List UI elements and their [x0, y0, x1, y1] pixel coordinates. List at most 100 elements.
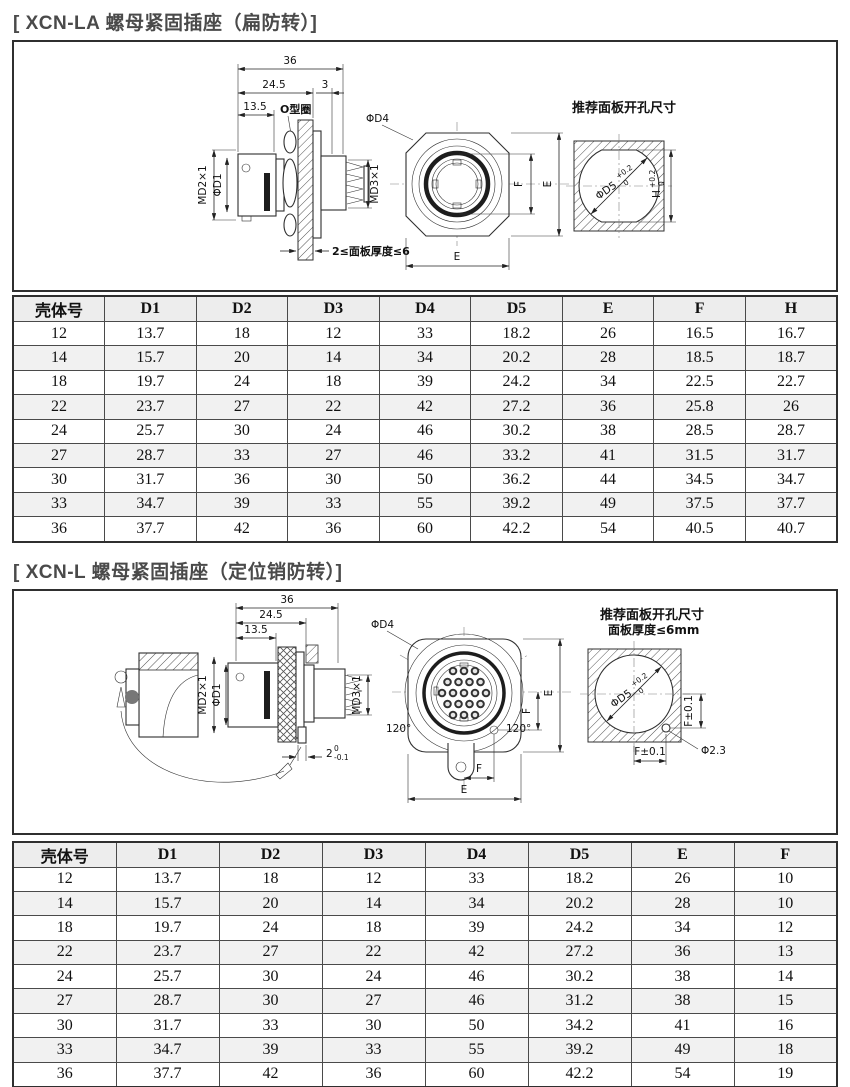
dia-d4-label: ΦD4: [366, 113, 389, 125]
table-cell: 36: [195, 467, 289, 493]
side-view-drawing: 36 24.5 3 13.5 O型圈: [197, 55, 410, 261]
panel-thickness-note: 2≤面板厚度≤6: [332, 244, 410, 258]
table-cell: 30: [287, 467, 380, 493]
section2-dimension-table: 壳体号 D1 D2 D3 D4 D5 E F 12 13.7 18 12 33 18.2 2…: [12, 840, 838, 1087]
section1-dimension-table: 壳体号 D1 D2 D3 D4 D5 E F H 12 13.7 18 12 33 18.…: [12, 295, 838, 543]
cutout-hole-label: Φ2.3: [701, 745, 726, 757]
table-cell: 38: [561, 418, 655, 444]
table-row: 30 31.7 36 30 50 36.2 44 34.5 34.7: [12, 467, 838, 493]
column-header: H: [744, 295, 838, 322]
column-header: D2: [218, 841, 323, 868]
table-cell: 24: [287, 418, 380, 444]
thread-md2-label: MD2×1: [197, 165, 209, 204]
front-view-drawing: ΦD4 120° 120° F E F: [371, 619, 574, 803]
table-row: 22 23.7 27 22 42 27.2 36 13: [12, 939, 838, 966]
table-cell: 22: [287, 394, 380, 420]
table-cell: 24.2: [527, 915, 632, 941]
table-cell: 40.5: [653, 516, 746, 543]
table-cell: 41: [630, 1012, 735, 1039]
table-cell: 23.7: [104, 394, 197, 420]
table-cell: 39: [195, 491, 289, 518]
table-cell: 18.5: [653, 345, 746, 371]
table-row: 33 34.7 39 33 55 39.2 49 37.5 37.7: [12, 491, 838, 518]
table-cell: 42: [424, 939, 529, 966]
table-cell: 30.2: [470, 418, 563, 444]
table-cell: 37.7: [115, 1061, 220, 1087]
table-cell: 31.7: [744, 442, 838, 469]
table-cell: 19.7: [104, 369, 197, 396]
table-cell: 30: [321, 1012, 426, 1039]
table-cell: 33: [218, 1012, 323, 1039]
table-cell: 33: [195, 442, 289, 469]
table-cell: 12: [287, 320, 380, 347]
table-cell: 28.5: [653, 418, 746, 444]
dim-13-5: 13.5: [244, 624, 267, 636]
table-cell: 39.2: [470, 491, 563, 518]
table-cell: 28: [561, 345, 655, 371]
column-header: D4: [378, 295, 472, 322]
table-cell: 33: [321, 1037, 426, 1063]
section1-title: [ XCN-LA 螺母紧固插座（扁防转）]: [13, 13, 318, 34]
table-cell: 27: [12, 988, 117, 1014]
table-cell: 18: [321, 915, 426, 941]
column-header: D1: [115, 841, 220, 868]
table-cell: 20: [195, 345, 289, 371]
cutout-h-tol-upper: +0.2: [648, 170, 657, 188]
table-cell: 18: [12, 369, 106, 396]
table-cell: 34: [424, 890, 529, 917]
table-row: 18 19.7 24 18 39 24.2 34 22.5 22.7: [12, 369, 838, 396]
cutout-f-vertical-label: F±0.1: [683, 695, 695, 727]
table-cell: 15.7: [115, 890, 220, 917]
table-row: 14 15.7 20 14 34 20.2 28 10: [12, 890, 838, 917]
table-cell: 54: [630, 1061, 735, 1087]
table-cell: 42: [378, 394, 472, 420]
table-cell: 22: [321, 939, 426, 966]
table-cell: 20.2: [527, 890, 632, 917]
table-cell: 16: [733, 1012, 838, 1039]
table-cell: 39: [378, 369, 472, 396]
table-cell: 33.2: [470, 442, 563, 469]
column-header: D5: [470, 295, 563, 322]
table-cell: 34.2: [527, 1012, 632, 1039]
table-cell: 14: [733, 964, 838, 990]
angle-left-label: 120°: [386, 723, 411, 735]
table-cell: 37.7: [744, 491, 838, 518]
table-cell: 31.2: [527, 988, 632, 1014]
table-header-row: 壳体号 D1 D2 D3 D4 D5 E F: [12, 841, 838, 868]
table-cell: 12: [733, 915, 838, 941]
table-cell: 10: [733, 890, 838, 917]
table-cell: 18.7: [744, 345, 838, 371]
section2-drawing-panel: 36 24.5 13.5: [12, 588, 838, 835]
angle-right-label: 120°: [506, 723, 531, 735]
cutout-title-line2: 面板厚度≤6mm: [608, 622, 699, 637]
table-cell: 46: [424, 964, 529, 990]
table-cell: 28.7: [115, 988, 220, 1014]
table-cell: 27: [218, 939, 323, 966]
table-cell: 25.8: [653, 394, 746, 420]
table-cell: 36: [561, 394, 655, 420]
table-cell: 16.7: [744, 320, 838, 347]
column-header: 壳体号: [12, 841, 117, 868]
column-header: D3: [287, 295, 380, 322]
dia-d4-label: ΦD4: [371, 619, 394, 631]
front-view-drawing: ΦD4 F E E: [366, 113, 570, 270]
table-cell: 34.7: [744, 467, 838, 493]
table-cell: 46: [378, 418, 472, 444]
dim-f-bottom-label: F: [476, 763, 482, 775]
table-cell: 31.7: [104, 467, 197, 493]
table-cell: 26: [561, 320, 655, 347]
table-cell: 60: [424, 1061, 529, 1087]
table-cell: 34.7: [115, 1037, 220, 1063]
dim-36: 36: [280, 594, 294, 606]
panel-cutout-drawing: 推荐面板开孔尺寸 面板厚度≤6mm ΦD5 +0.2 0 F±0.1: [580, 607, 726, 765]
table-cell: 39: [424, 915, 529, 941]
table-row: 36 37.7 42 36 60 42.2 54 40.5 40.7: [12, 516, 838, 543]
table-cell: 54: [561, 516, 655, 543]
dim-e-bottom-label: E: [454, 251, 461, 263]
table-cell: 33: [424, 866, 529, 892]
table-cell: 27: [321, 988, 426, 1014]
column-header: D4: [424, 841, 529, 868]
table-cell: 23.7: [115, 939, 220, 966]
table-cell: 24: [12, 418, 106, 444]
section2-title: [ XCN-L 螺母紧固插座（定位销防转）]: [13, 561, 343, 583]
